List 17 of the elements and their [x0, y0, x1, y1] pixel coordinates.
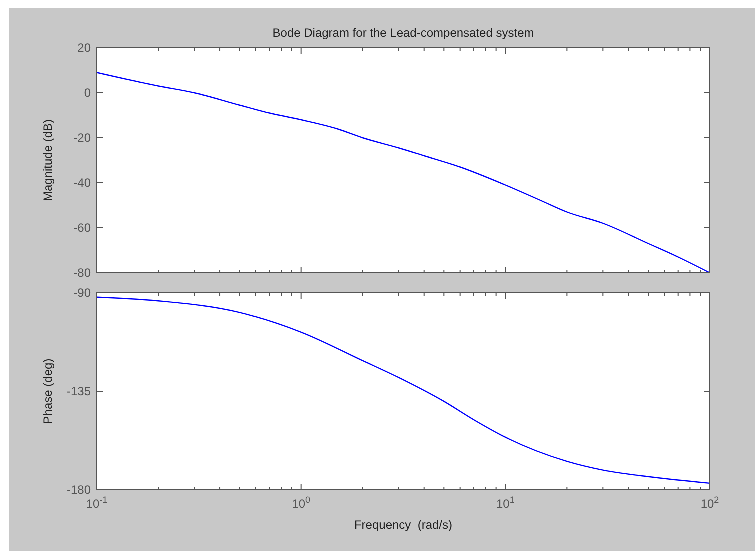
y-tick-label: -60 [74, 221, 92, 235]
x-tick-label: 10$^{0}$ [292, 495, 311, 511]
x-tick-label: 10$^{2}$ [700, 495, 720, 511]
y-tick-label: -180 [66, 483, 92, 497]
y-tick-label: -20 [74, 131, 92, 145]
y-tick-label: -80 [74, 266, 92, 280]
x-axis-title: Frequency (rad/s) [354, 518, 453, 532]
y-axis-title: Magnitude (dB) [41, 119, 55, 202]
x-tick-label: 10$^{-1}$ [86, 495, 108, 511]
chart-title: Bode Diagram for the Lead-compensated system [272, 26, 534, 40]
y-tick-label: -40 [74, 176, 92, 190]
y-tick-label: 20 [78, 41, 92, 55]
y-tick-label: -135 [66, 384, 92, 398]
x-tick-label: 10$^{1}$ [496, 495, 515, 511]
y-axis-title: Phase (deg) [41, 358, 55, 424]
y-tick-label: -90 [74, 286, 92, 300]
y-tick-label: 0 [84, 86, 92, 100]
